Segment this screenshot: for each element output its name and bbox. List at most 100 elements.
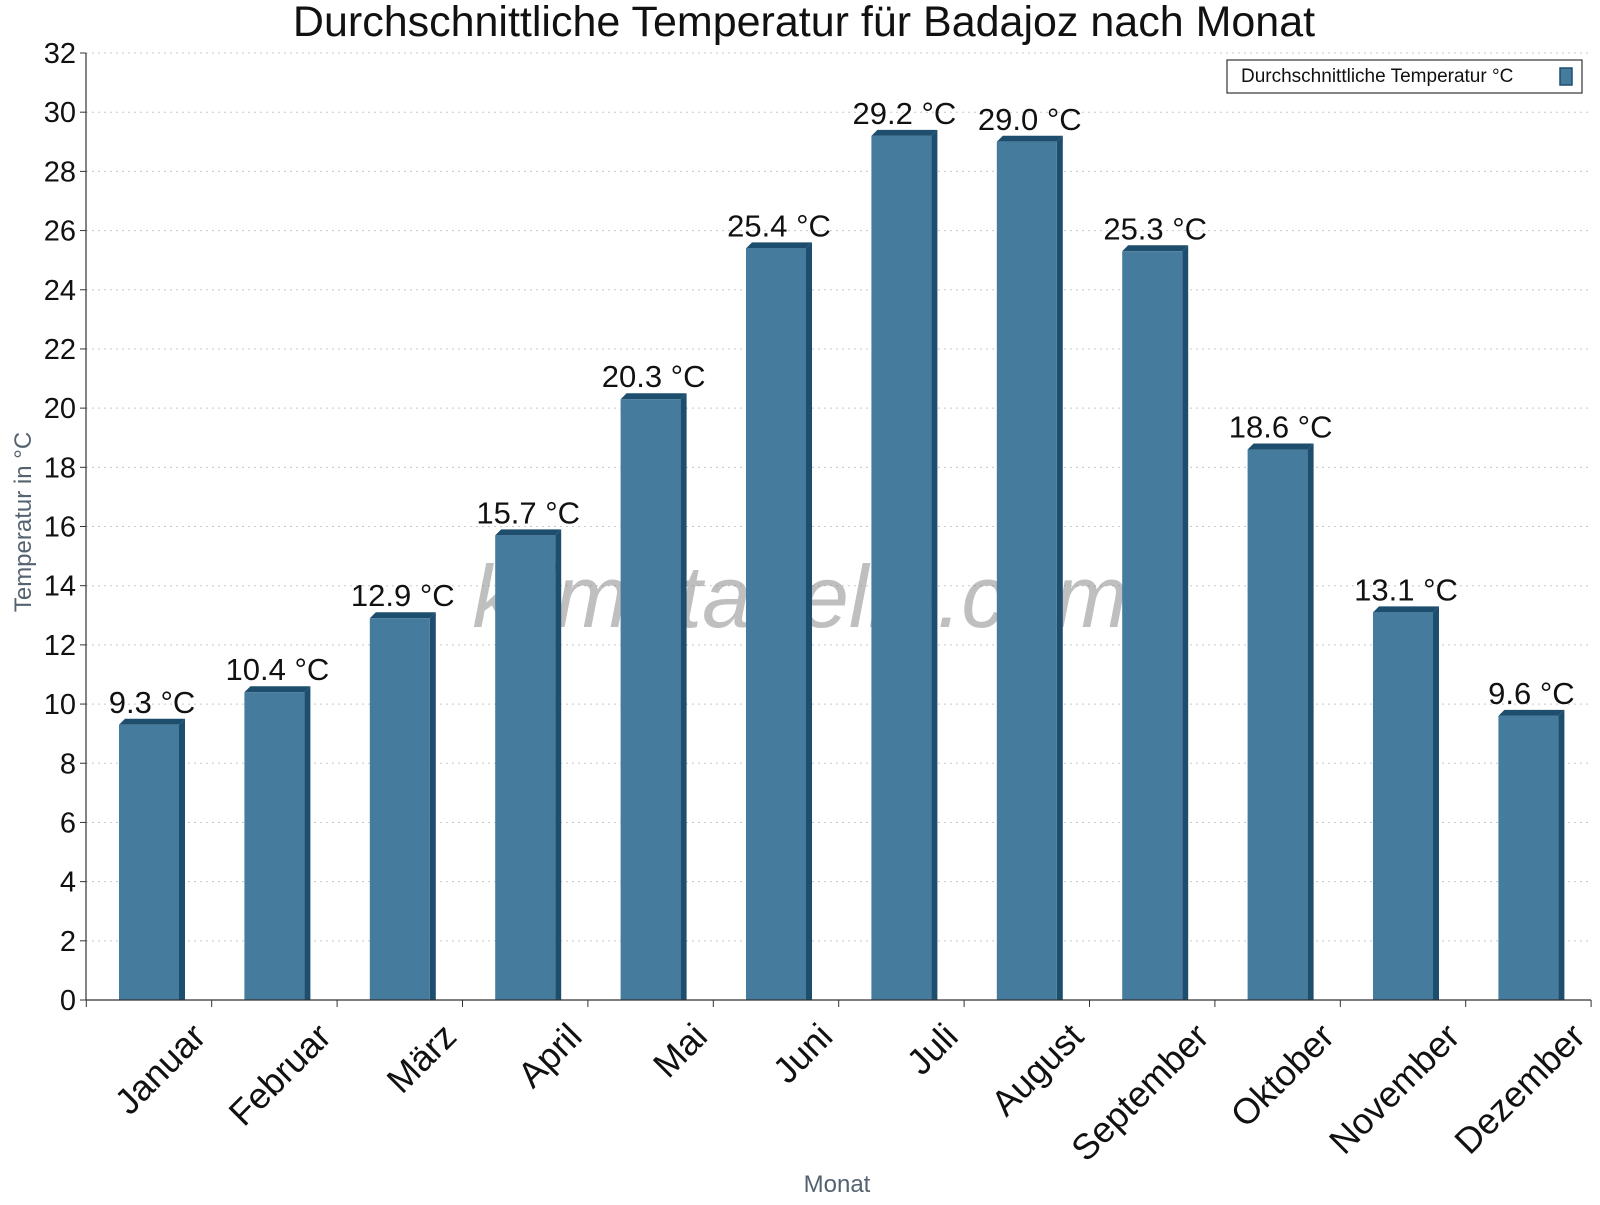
bar-front (1122, 251, 1183, 1000)
bar-august (996, 135, 1063, 1000)
data-label: 9.6 °C (1488, 676, 1575, 711)
x-tick-label: August (983, 1015, 1091, 1123)
bar-side (555, 529, 562, 1000)
bar-top (244, 686, 311, 693)
bar-top (1498, 709, 1565, 716)
data-label: 25.3 °C (1103, 211, 1207, 246)
bar-side (429, 612, 436, 1000)
grid-lines (86, 52, 1591, 942)
chart-title: Durchschnittliche Temperatur für Badajoz… (293, 0, 1315, 46)
bar-januar (119, 718, 185, 1000)
bar-dezember (1498, 709, 1565, 1000)
y-tick-label: 24 (44, 275, 76, 307)
bar-front (119, 724, 179, 1000)
bar-front (1373, 612, 1433, 1000)
bar-side (1433, 606, 1439, 1000)
bar-front (244, 692, 305, 1000)
bar-märz (369, 612, 436, 1000)
x-axis-title: Monat (804, 1171, 871, 1198)
bar-top (119, 718, 185, 725)
bar-front (871, 135, 932, 1001)
bar-oktober (1247, 443, 1314, 1000)
bar-juni (746, 242, 812, 1001)
bar-side (179, 718, 185, 1000)
data-label: 9.3 °C (109, 685, 196, 720)
bar-side (1056, 135, 1063, 1000)
bar-side (931, 129, 938, 1001)
x-tick-label: Mai (645, 1015, 715, 1085)
x-tick-label: November (1321, 1015, 1467, 1161)
x-tick-label: Dezember (1446, 1015, 1592, 1161)
legend: Durchschnittliche Temperatur °C (1226, 59, 1583, 94)
data-label: 25.4 °C (727, 208, 831, 243)
data-label: 13.1 °C (1354, 572, 1458, 607)
y-tick-label: 2 (60, 926, 76, 958)
legend-box (1226, 59, 1583, 94)
bar-front (620, 399, 681, 1000)
y-tick-label: 16 (44, 512, 76, 544)
y-axis-title: Temperatur in °C (10, 432, 37, 612)
bar-side (1558, 709, 1565, 1000)
x-tick-labels: Januar Februar März April Mai Juni Juli AugustS… (107, 1015, 1593, 1169)
bar-juli (871, 129, 938, 1001)
bar-top (495, 529, 562, 536)
bar-front (369, 618, 430, 1000)
y-tick-label: 32 (44, 38, 76, 70)
legend-swatch (1559, 67, 1573, 86)
legend-label: Durchschnittliche Temperatur °C (1241, 66, 1513, 87)
y-tick-label: 22 (44, 334, 76, 366)
x-tick-label: September (1063, 1015, 1217, 1169)
data-label: 15.7 °C (476, 495, 580, 530)
bar-front (1247, 449, 1308, 1000)
bar-september (1122, 245, 1189, 1000)
x-tick-label: Oktober (1222, 1015, 1342, 1135)
y-tick-label: 4 (60, 867, 76, 899)
data-label: 20.3 °C (602, 359, 706, 394)
bar-side (680, 393, 687, 1000)
bar-top (1247, 443, 1314, 450)
y-tick-label: 0 (60, 985, 76, 1017)
y-tick-label: 8 (60, 748, 76, 780)
data-label: 18.6 °C (1229, 410, 1333, 445)
bar-top (746, 242, 812, 249)
bar-november (1373, 606, 1439, 1000)
data-label: 12.9 °C (351, 578, 455, 613)
y-tick-label: 10 (44, 689, 76, 721)
x-tick-label: Juli (899, 1015, 966, 1082)
y-tick-label: 20 (44, 393, 76, 425)
y-tick-label: 26 (44, 216, 76, 248)
bar-front (495, 535, 556, 1000)
x-tick-label: Januar (107, 1015, 214, 1122)
data-label: 29.2 °C (853, 96, 957, 131)
y-tick-label: 28 (44, 156, 76, 188)
y-tick-label: 30 (44, 97, 76, 129)
bar-april (495, 529, 562, 1000)
x-tick-label: März (379, 1015, 465, 1101)
bar-top (369, 612, 436, 619)
data-label: 10.4 °C (226, 652, 330, 687)
bar-side (806, 242, 812, 1001)
bar-front (996, 141, 1057, 1000)
y-tick-label: 6 (60, 807, 76, 839)
x-tick-label: Juni (765, 1015, 841, 1091)
data-label: 29.0 °C (978, 102, 1082, 137)
y-tick-label: 14 (44, 571, 76, 603)
bar-front (746, 248, 806, 1001)
bar-top (871, 129, 938, 136)
data-labels: 9.3 °C 10.4 °C 12.9 °C 15.7 °C 20.3 °C 25.4 °… (109, 96, 1575, 720)
bar-top (620, 393, 687, 400)
bar-side (1182, 245, 1189, 1000)
bar-top (996, 135, 1063, 142)
x-tick-label: April (510, 1015, 590, 1095)
y-tick-label: 18 (44, 452, 76, 484)
axes (80, 52, 1592, 1007)
y-tick-label: 12 (44, 630, 76, 662)
bar-side (304, 686, 311, 1000)
bar-top (1122, 245, 1189, 252)
bar-februar (244, 686, 311, 1000)
bars (119, 129, 1565, 1001)
bar-front (1498, 715, 1559, 1000)
